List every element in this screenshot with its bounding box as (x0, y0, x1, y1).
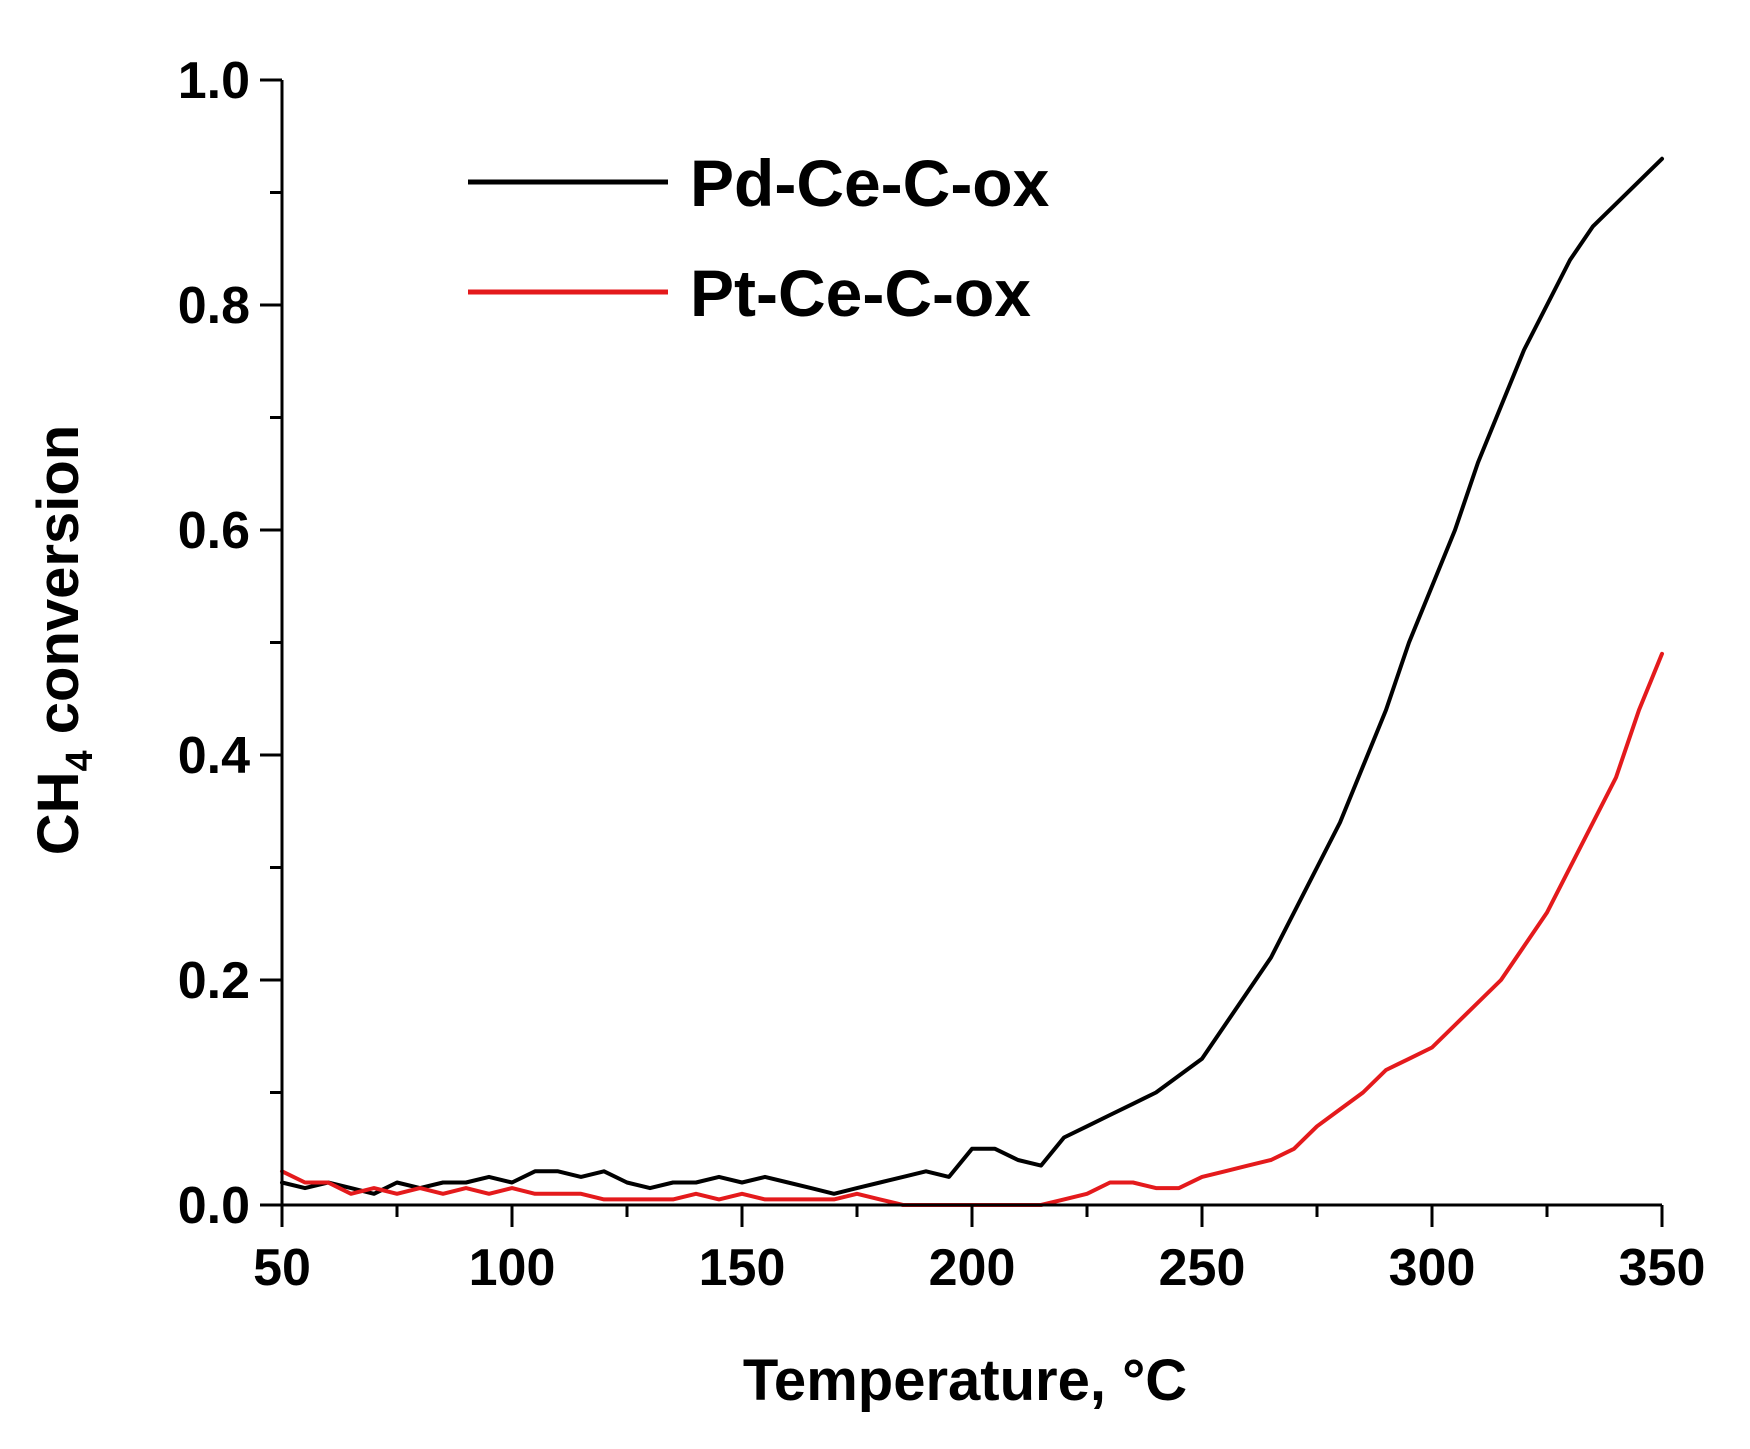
y-tick-label: 0.0 (178, 1177, 250, 1235)
y-tick-label: 0.2 (178, 952, 250, 1010)
x-tick-label: 150 (699, 1239, 786, 1297)
legend-label-pd-ce-c-ox: Pd-Ce-C-ox (690, 146, 1050, 220)
y-axis-title-main: CH (26, 771, 91, 855)
axes-layer: 50 100 150 200 250 300 350 0.0 0.2 0.4 0.6 0.8 1.0 (178, 52, 1706, 1297)
x-tick-label: 300 (1389, 1239, 1476, 1297)
y-tick-label: 0.8 (178, 277, 250, 335)
y-tick-label: 0.4 (178, 727, 250, 785)
x-tick-label: 50 (253, 1239, 311, 1297)
x-tick-label: 100 (469, 1239, 556, 1297)
series-line-pt-ce-c-ox (280, 651, 1664, 1207)
legend-label-pt-ce-c-ox: Pt-Ce-C-ox (690, 256, 1031, 330)
x-tick-label: 200 (929, 1239, 1016, 1297)
x-tick-label: 250 (1159, 1239, 1246, 1297)
y-axis-title: CH4 conversion (26, 425, 101, 855)
y-tick-label: 0.6 (178, 502, 250, 560)
y-axis-title-subscript: 4 (59, 750, 101, 771)
x-tick-label: 350 (1619, 1239, 1706, 1297)
legend: Pd-Ce-C-ox Pt-Ce-C-ox (468, 146, 1050, 330)
x-axis-title: Temperature, °C (743, 1348, 1187, 1413)
y-tick-label: 1.0 (178, 52, 250, 110)
y-axis-title-rest: conversion (26, 425, 91, 751)
series-line-pd-ce-c-ox (280, 156, 1664, 1196)
